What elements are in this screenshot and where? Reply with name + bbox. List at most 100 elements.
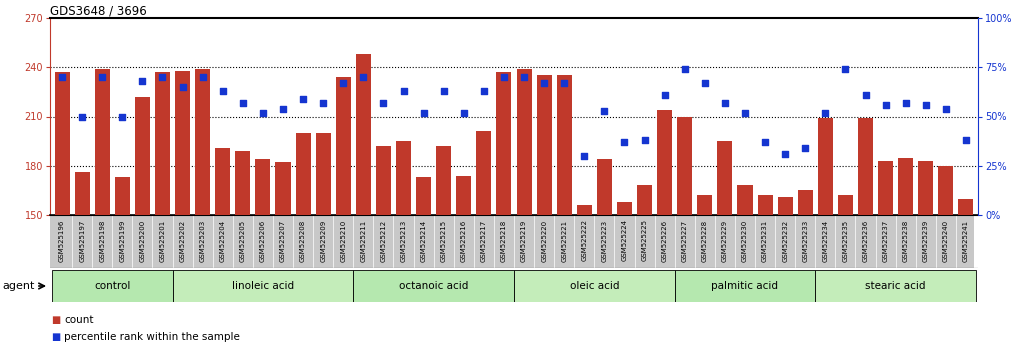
Bar xyxy=(195,69,211,215)
Bar xyxy=(577,205,592,215)
Text: GSM525221: GSM525221 xyxy=(561,219,567,262)
Point xyxy=(355,74,371,80)
Bar xyxy=(617,202,632,215)
Text: GSM525229: GSM525229 xyxy=(722,219,728,262)
Text: GSM525210: GSM525210 xyxy=(341,219,346,262)
Point xyxy=(657,92,673,98)
Point xyxy=(837,67,853,72)
Bar xyxy=(717,141,732,215)
Text: GSM525215: GSM525215 xyxy=(440,219,446,262)
Text: GSM525224: GSM525224 xyxy=(621,219,627,262)
Text: GSM525207: GSM525207 xyxy=(280,219,286,262)
Bar xyxy=(737,185,753,215)
Point xyxy=(757,139,773,145)
Bar xyxy=(758,195,773,215)
Point xyxy=(315,100,332,105)
Text: GSM525218: GSM525218 xyxy=(501,219,506,262)
Text: GSM525227: GSM525227 xyxy=(681,219,687,262)
Text: GSM525236: GSM525236 xyxy=(862,219,869,262)
Text: agent: agent xyxy=(2,281,35,291)
Text: GSM525204: GSM525204 xyxy=(220,219,226,262)
Text: GSM525233: GSM525233 xyxy=(802,219,809,262)
Text: GSM525200: GSM525200 xyxy=(139,219,145,262)
Point xyxy=(536,80,552,86)
Text: GSM525226: GSM525226 xyxy=(662,219,667,262)
Point xyxy=(496,74,513,80)
Text: GSM525201: GSM525201 xyxy=(160,219,166,262)
Text: GSM525231: GSM525231 xyxy=(762,219,768,262)
Text: octanoic acid: octanoic acid xyxy=(399,281,469,291)
Point xyxy=(396,88,412,94)
Bar xyxy=(878,161,893,215)
Bar xyxy=(356,54,371,215)
Bar xyxy=(816,270,976,302)
Point xyxy=(616,139,633,145)
Text: GSM525239: GSM525239 xyxy=(922,219,929,262)
Point xyxy=(295,96,311,102)
Bar xyxy=(216,148,230,215)
Point xyxy=(596,108,612,113)
Point xyxy=(336,80,352,86)
Text: ■: ■ xyxy=(52,315,61,325)
Bar xyxy=(173,270,353,302)
Text: GSM525196: GSM525196 xyxy=(59,219,65,262)
Text: percentile rank within the sample: percentile rank within the sample xyxy=(64,332,240,342)
Bar xyxy=(939,166,953,215)
Point xyxy=(476,88,492,94)
Text: GSM525199: GSM525199 xyxy=(119,219,125,262)
Text: GSM525223: GSM525223 xyxy=(601,219,607,262)
Text: ■: ■ xyxy=(52,332,61,342)
Text: GSM525205: GSM525205 xyxy=(240,219,246,262)
Point xyxy=(556,80,573,86)
Point xyxy=(416,110,432,115)
Point xyxy=(255,110,272,115)
Point xyxy=(516,74,532,80)
Text: GSM525212: GSM525212 xyxy=(380,219,386,262)
Point xyxy=(717,100,733,105)
Bar xyxy=(175,70,190,215)
Bar xyxy=(276,162,291,215)
Bar xyxy=(496,72,512,215)
Text: GSM525241: GSM525241 xyxy=(963,219,969,262)
Point xyxy=(898,100,914,105)
Bar xyxy=(135,97,149,215)
Bar xyxy=(353,270,514,302)
Text: GSM525228: GSM525228 xyxy=(702,219,708,262)
Text: oleic acid: oleic acid xyxy=(570,281,619,291)
Point xyxy=(456,110,472,115)
Text: GSM525197: GSM525197 xyxy=(79,219,85,262)
Point xyxy=(95,74,111,80)
Text: GSM525237: GSM525237 xyxy=(883,219,889,262)
Point xyxy=(938,106,954,112)
Point xyxy=(577,153,593,159)
Bar xyxy=(336,77,351,215)
Bar xyxy=(457,176,471,215)
Text: GSM525203: GSM525203 xyxy=(199,219,205,262)
Bar xyxy=(115,177,130,215)
Point xyxy=(676,67,693,72)
Point xyxy=(215,88,231,94)
Bar xyxy=(556,75,572,215)
Bar xyxy=(52,270,173,302)
Text: control: control xyxy=(95,281,130,291)
Point xyxy=(74,114,91,119)
Text: GSM525234: GSM525234 xyxy=(823,219,828,262)
Text: GSM525217: GSM525217 xyxy=(481,219,487,262)
Text: GDS3648 / 3696: GDS3648 / 3696 xyxy=(50,4,146,17)
Bar xyxy=(597,159,612,215)
Point xyxy=(917,102,934,108)
Bar xyxy=(55,72,69,215)
Bar xyxy=(797,190,813,215)
Bar xyxy=(396,141,411,215)
Bar xyxy=(657,110,672,215)
Point xyxy=(114,114,130,119)
Text: GSM525214: GSM525214 xyxy=(421,219,426,262)
Point xyxy=(134,78,151,84)
Bar xyxy=(537,75,551,215)
Bar xyxy=(155,72,170,215)
Text: linoleic acid: linoleic acid xyxy=(232,281,294,291)
Bar xyxy=(818,118,833,215)
Point xyxy=(175,84,191,90)
Bar xyxy=(858,118,873,215)
Text: GSM525220: GSM525220 xyxy=(541,219,547,262)
